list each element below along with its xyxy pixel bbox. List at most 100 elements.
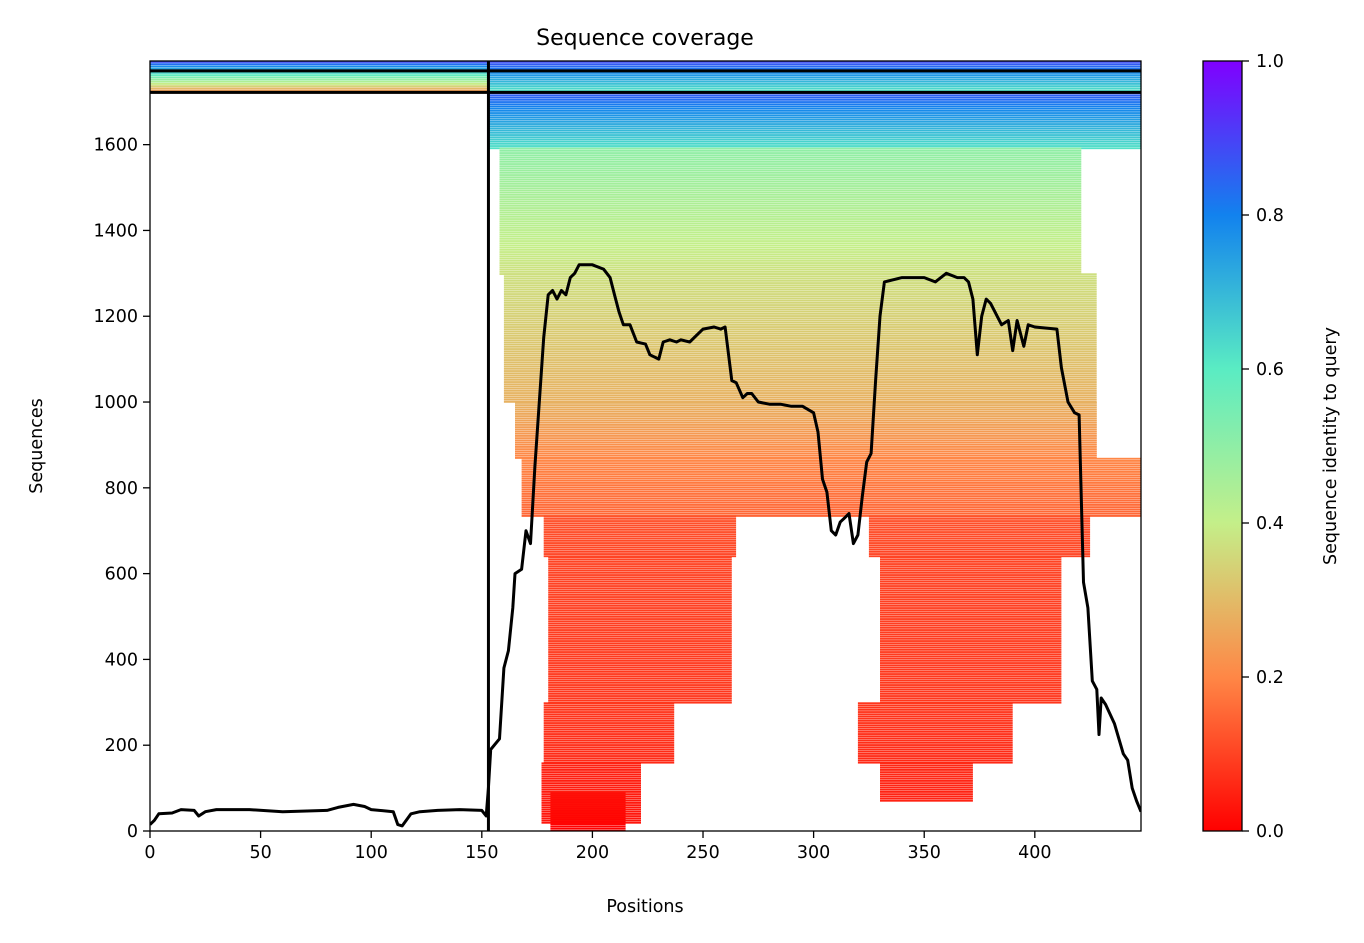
coverage-band-5: [515, 450, 1097, 453]
coverage-band-9: [548, 624, 732, 627]
coverage-band-9: [548, 657, 732, 660]
coverage-band-10: [880, 666, 1062, 669]
coverage-band-4: [503, 370, 1097, 372]
coverage-band-12: [857, 713, 1013, 716]
coverage-band-12: [857, 706, 1013, 709]
coverage-band-9: [548, 618, 732, 620]
coverage-band-5: [515, 448, 1097, 451]
coverage-band-4: [503, 343, 1097, 346]
coverage-band-9: [548, 591, 732, 594]
coverage-band-8: [868, 555, 1091, 558]
coverage-band-6: [521, 473, 1141, 476]
coverage-band-6: [521, 477, 1141, 480]
coverage-band-4: [503, 299, 1097, 302]
coverage-band-9: [548, 640, 732, 642]
coverage-band-1: [488, 63, 1141, 66]
coverage-band-4: [503, 290, 1097, 293]
coverage-band-9: [548, 648, 732, 651]
coverage-band-9: [548, 664, 732, 667]
coverage-band-10: [880, 615, 1062, 618]
coverage-band-4: [503, 332, 1097, 335]
coverage-band-3: [499, 202, 1082, 205]
coverage-band-13: [541, 786, 641, 789]
coverage-band-8: [868, 533, 1091, 536]
coverage-band-11: [543, 702, 675, 705]
x-tick-label: 50: [249, 843, 271, 863]
coverage-band-10: [880, 611, 1062, 614]
coverage-band-4: [503, 350, 1097, 353]
colorbar-ticks: 0.0 0.2 0.4 0.6 0.8 1.0: [1242, 52, 1284, 842]
coverage-band-0: [150, 63, 489, 66]
coverage-band-9: [548, 560, 732, 563]
coverage-band-10: [880, 686, 1062, 689]
coverage-band-14: [880, 771, 973, 774]
coverage-band-11: [543, 726, 675, 729]
coverage-band-3: [499, 257, 1082, 260]
coverage-band-0: [150, 83, 489, 85]
coverage-band-3: [499, 187, 1082, 190]
coverage-band-6: [521, 488, 1141, 491]
coverage-band-3: [499, 231, 1082, 234]
coverage-band-3: [499, 160, 1082, 163]
coverage-band-3: [499, 152, 1082, 154]
coverage-band-14: [880, 795, 973, 798]
coverage-band-2: [488, 138, 1141, 141]
coverage-band-10: [880, 690, 1062, 693]
coverage-band-10: [880, 624, 1062, 627]
y-axis-label: Sequences: [27, 398, 47, 493]
coverage-band-11: [543, 704, 675, 707]
coverage-band-1: [488, 67, 1141, 70]
coverage-band-4: [503, 383, 1097, 386]
coverage-band-14: [880, 784, 973, 787]
coverage-band-8: [868, 553, 1091, 555]
coverage-band-4: [503, 295, 1097, 298]
coverage-band-9: [548, 642, 732, 645]
coverage-band-6: [521, 497, 1141, 500]
coverage-band-0: [150, 76, 489, 79]
coverage-band-8: [868, 537, 1091, 540]
coverage-band-15: [550, 810, 626, 812]
coverage-band-15: [550, 805, 626, 808]
coverage-band-6: [521, 499, 1141, 502]
coverage-band-4: [503, 304, 1097, 306]
coverage-band-4: [503, 389, 1097, 392]
coverage-band-9: [548, 670, 732, 673]
coverage-band-2: [488, 134, 1141, 136]
coverage-band-10: [880, 578, 1062, 581]
coverage-band-7: [543, 515, 737, 518]
coverage-band-2: [488, 114, 1141, 117]
coverage-band-4: [503, 378, 1097, 381]
coverage-band-8: [868, 515, 1091, 518]
coverage-band-15: [550, 821, 626, 823]
coverage-band-10: [880, 657, 1062, 660]
coverage-line: [150, 263, 1141, 828]
coverage-band-9: [548, 684, 732, 686]
coverage-band-3: [499, 220, 1082, 223]
coverage-band-3: [499, 264, 1082, 267]
coverage-band-5: [515, 421, 1097, 424]
coverage-band-3: [499, 196, 1082, 198]
coverage-band-3: [499, 180, 1082, 183]
coverage-band-6: [521, 475, 1141, 478]
coverage-band-8: [868, 524, 1091, 527]
colorbar-label: Sequence identity to query: [1321, 327, 1341, 565]
coverage-band-5: [515, 439, 1097, 442]
coverage-band-4: [503, 277, 1097, 280]
coverage-band-9: [548, 602, 732, 605]
coverage-band-10: [880, 569, 1062, 572]
coverage-band-13: [541, 766, 641, 769]
coverage-band-10: [880, 626, 1062, 629]
coverage-band-11: [543, 711, 675, 713]
coverage-band-3: [499, 240, 1082, 242]
coverage-band-2: [488, 112, 1141, 114]
coverage-band-15: [550, 825, 626, 828]
coverage-band-7: [543, 535, 737, 538]
coverage-band-5: [515, 446, 1097, 448]
coverage-band-10: [880, 662, 1062, 664]
coverage-band-1: [488, 85, 1141, 88]
coverage-band-2: [488, 105, 1141, 108]
coverage-band-5: [515, 424, 1097, 426]
coverage-band-4: [503, 354, 1097, 357]
coverage-band-9: [548, 620, 732, 623]
